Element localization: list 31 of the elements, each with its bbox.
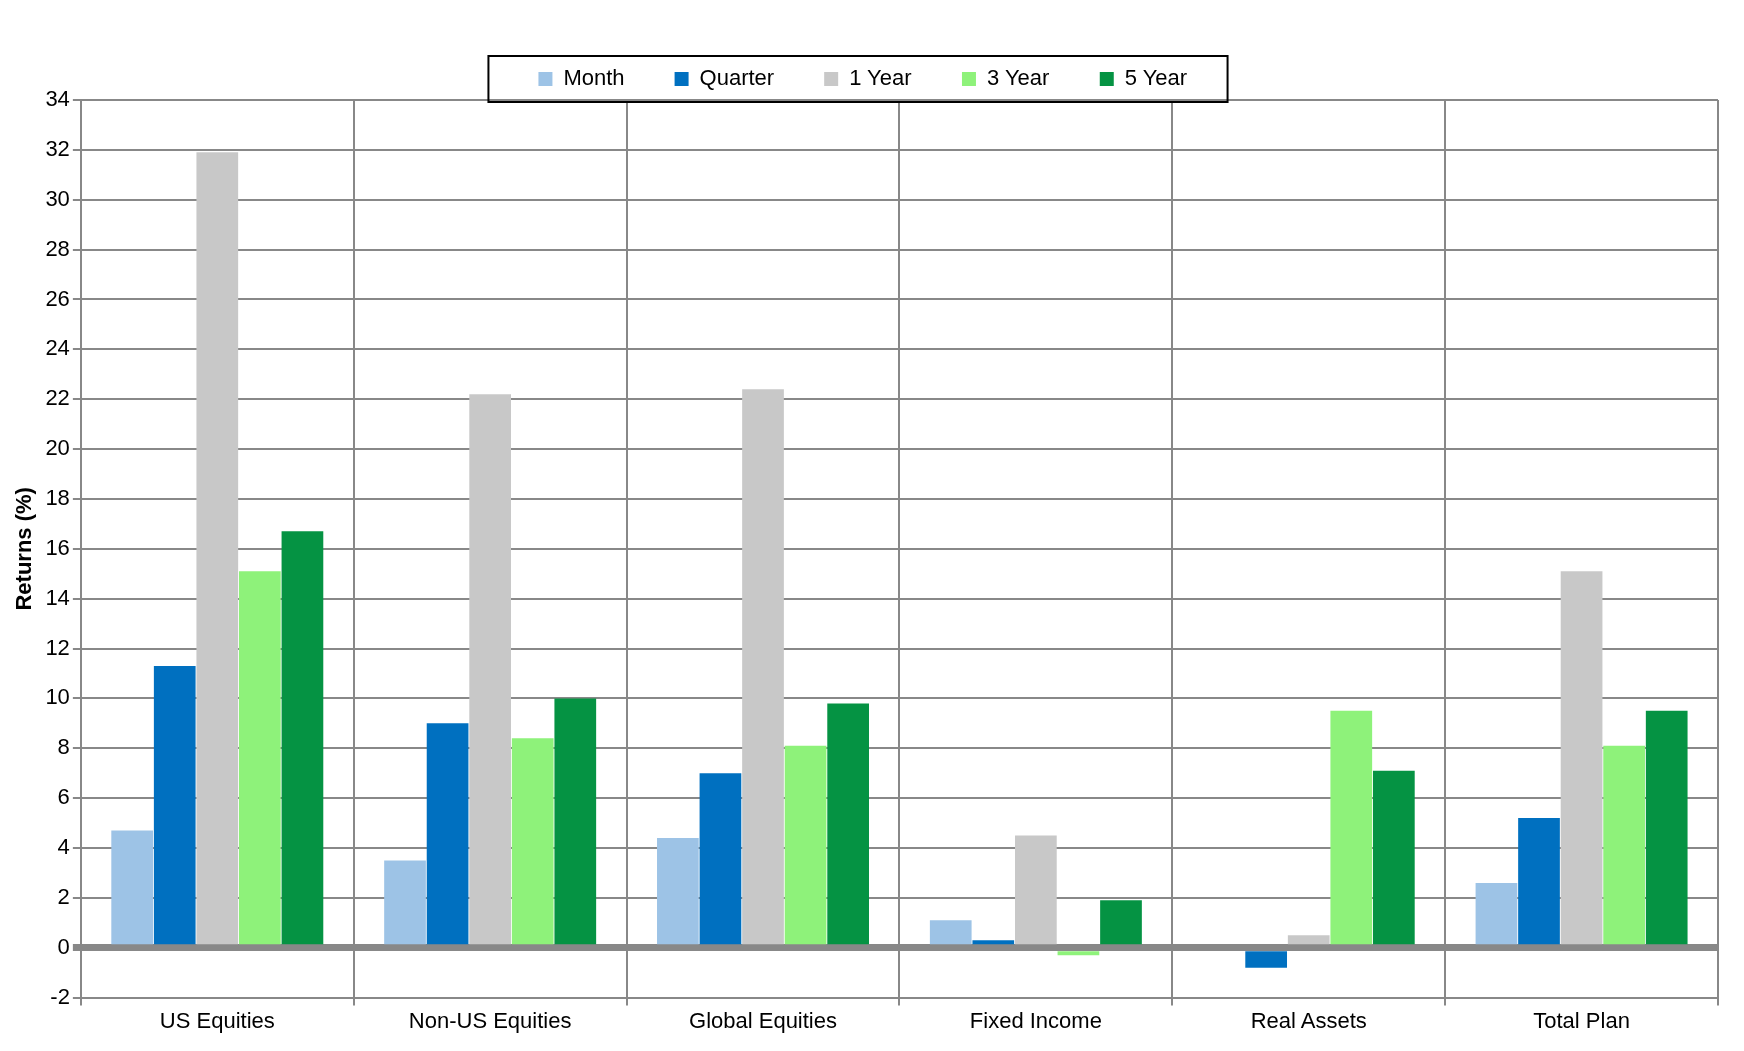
y-tick-label: 2 [57, 883, 70, 909]
y-tick-label: 22 [45, 385, 70, 411]
legend-label: 3 Year [986, 65, 1050, 91]
y-tick-label: 30 [45, 185, 70, 211]
y-tick-label: 28 [45, 235, 70, 261]
y-tick-label: 12 [45, 634, 70, 660]
x-tick-label: Fixed Income [969, 1007, 1102, 1033]
x-tick-label: Global Equities [689, 1007, 837, 1033]
y-tick-label: 10 [45, 684, 70, 710]
y-tick-label: 26 [45, 285, 70, 311]
y-tick-label: 14 [45, 584, 70, 610]
legend-label: Quarter [699, 65, 775, 91]
y-tick-label: 32 [45, 135, 70, 161]
y-tick-label: 6 [57, 784, 70, 810]
x-tick-label: Real Assets [1250, 1007, 1367, 1033]
y-tick-label: 20 [45, 435, 70, 461]
y-tick-label: 4 [57, 834, 70, 860]
y-axis-title: Returns (%) [11, 487, 37, 611]
y-tick-label: 24 [45, 335, 70, 361]
y-tick-label: 8 [57, 734, 70, 760]
x-tick-label: US Equities [159, 1007, 275, 1033]
legend-label: Month [563, 65, 625, 91]
y-tick-label: -2 [50, 983, 70, 1009]
y-tick-label: 16 [45, 534, 70, 560]
y-tick-label: 18 [45, 485, 70, 510]
x-tick-label: Non-US Equities [408, 1007, 572, 1033]
y-tick-label: 34 [45, 86, 70, 112]
legend-label: 1 Year [849, 65, 912, 91]
x-tick-label: Total Plan [1533, 1007, 1630, 1033]
y-tick-label: 0 [57, 933, 70, 959]
legend-label: 5 Year [1124, 65, 1188, 91]
